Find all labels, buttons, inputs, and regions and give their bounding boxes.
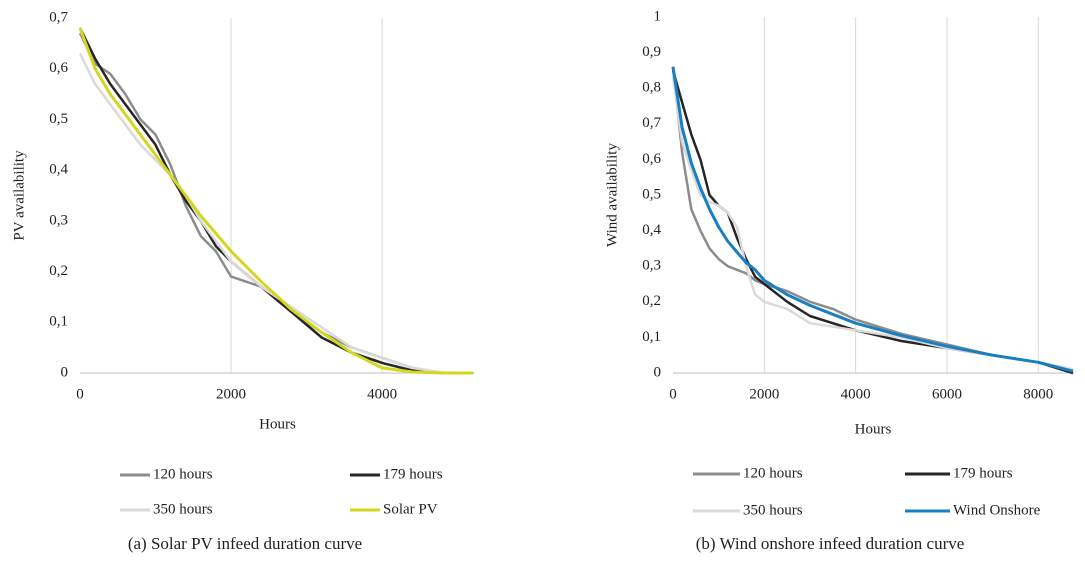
y-tick-label: 1 [654, 8, 662, 24]
x-tick-label: 0 [669, 386, 677, 402]
series-line [78, 27, 473, 375]
x-axis-label: Hours [855, 421, 892, 437]
y-tick-label: 0,2 [49, 263, 68, 279]
series-line [78, 32, 473, 375]
y-tick-label: 0,3 [49, 212, 68, 228]
caption: (b) Wind onshore infeed duration curve [696, 534, 965, 553]
y-tick-label: 0,9 [642, 44, 661, 60]
y-tick-label: 0,6 [49, 60, 68, 76]
series-line [78, 27, 473, 375]
x-tick-label: 4000 [367, 386, 397, 402]
y-tick-label: 0,4 [49, 162, 68, 178]
y-tick-label: 0,5 [49, 111, 68, 127]
y-tick-label: 0,1 [49, 314, 68, 330]
legend-label: 350 hours [153, 501, 213, 517]
y-tick-label: 0,8 [642, 80, 661, 96]
legend-label: 120 hours [743, 465, 803, 481]
legend-label: Wind Onshore [953, 502, 1041, 518]
y-tick-label: 0,6 [642, 151, 661, 167]
y-tick-label: 0 [654, 364, 662, 380]
series-line [671, 66, 1074, 375]
legend-label: 179 hours [383, 466, 443, 482]
y-tick-label: 0,7 [49, 9, 68, 25]
y-axis-label: Wind availability [604, 143, 620, 247]
series-line [671, 77, 1074, 371]
legend-label: 350 hours [743, 502, 803, 518]
y-axis-label: PV availability [11, 150, 27, 241]
x-tick-label: 2000 [749, 386, 779, 402]
y-tick-label: 0,7 [642, 115, 661, 131]
y-tick-label: 0,5 [642, 186, 661, 202]
series-line [671, 66, 1074, 373]
x-tick-label: 4000 [841, 386, 871, 402]
x-tick-label: 2000 [216, 386, 246, 402]
y-tick-label: 0 [61, 364, 69, 380]
caption: (a) Solar PV infeed duration curve [128, 534, 362, 553]
legend-label: 120 hours [153, 466, 213, 482]
y-tick-label: 0,4 [642, 222, 661, 238]
x-tick-label: 6000 [932, 386, 962, 402]
x-tick-label: 8000 [1023, 386, 1053, 402]
y-tick-label: 0,2 [642, 293, 661, 309]
series-line [78, 52, 473, 375]
y-tick-label: 0,1 [642, 329, 661, 345]
y-tick-label: 0,3 [642, 258, 661, 274]
x-axis-label: Hours [259, 416, 296, 432]
x-tick-label: 0 [76, 386, 84, 402]
legend-label: Solar PV [383, 501, 438, 517]
legend-label: 179 hours [953, 465, 1013, 481]
